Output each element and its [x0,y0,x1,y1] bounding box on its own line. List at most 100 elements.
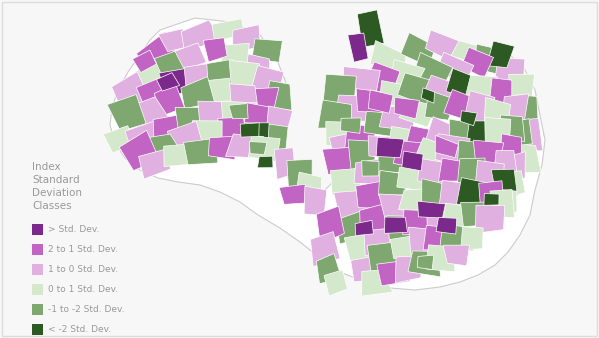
Polygon shape [184,63,216,87]
Polygon shape [329,132,358,163]
Polygon shape [398,73,436,106]
Text: 0 to 1 Std. Dev.: 0 to 1 Std. Dev. [48,285,118,294]
Polygon shape [414,138,452,168]
Polygon shape [107,95,146,131]
Polygon shape [474,44,504,75]
Polygon shape [444,90,477,121]
Polygon shape [240,123,259,137]
Text: Deviation: Deviation [32,188,82,198]
Polygon shape [335,95,370,121]
Polygon shape [519,119,543,151]
Polygon shape [435,136,458,158]
FancyBboxPatch shape [32,284,43,295]
Polygon shape [475,160,504,191]
FancyBboxPatch shape [32,264,43,275]
Polygon shape [438,158,471,181]
Polygon shape [501,94,529,124]
Polygon shape [485,118,511,148]
Polygon shape [164,144,195,167]
Polygon shape [402,151,423,171]
Polygon shape [479,181,504,209]
Polygon shape [377,260,410,286]
Polygon shape [364,111,395,137]
Polygon shape [153,115,186,141]
Polygon shape [287,159,312,189]
Polygon shape [399,99,437,127]
FancyBboxPatch shape [32,324,43,335]
Polygon shape [354,159,386,184]
Text: Standard: Standard [32,175,80,185]
Text: -1 to -2 Std. Dev.: -1 to -2 Std. Dev. [48,305,125,314]
Polygon shape [362,270,392,296]
Polygon shape [252,39,282,62]
Polygon shape [442,203,473,226]
Polygon shape [423,75,456,104]
Polygon shape [111,72,150,117]
Polygon shape [386,126,416,159]
Polygon shape [443,245,470,266]
Polygon shape [316,206,344,244]
Polygon shape [225,134,264,158]
Polygon shape [222,101,257,131]
Polygon shape [461,47,494,78]
Polygon shape [496,189,517,216]
Polygon shape [343,67,380,92]
Text: > Std. Dev.: > Std. Dev. [48,225,99,234]
Polygon shape [341,118,361,134]
Polygon shape [265,81,292,110]
Polygon shape [244,103,275,127]
Polygon shape [126,58,164,98]
Polygon shape [435,134,470,168]
Polygon shape [500,115,525,141]
Polygon shape [316,254,342,284]
Polygon shape [379,106,418,131]
Polygon shape [456,177,488,206]
Polygon shape [418,255,434,269]
Polygon shape [310,232,340,267]
Polygon shape [322,147,359,175]
Polygon shape [386,216,413,246]
Polygon shape [355,220,373,236]
Polygon shape [394,97,419,119]
Polygon shape [484,194,499,205]
Polygon shape [364,62,400,94]
Polygon shape [110,18,545,290]
Polygon shape [509,119,533,146]
Polygon shape [258,156,273,168]
Polygon shape [324,270,347,296]
Polygon shape [395,256,422,283]
Polygon shape [418,159,451,189]
Polygon shape [516,143,541,173]
Polygon shape [412,52,453,91]
Polygon shape [502,152,525,179]
Polygon shape [436,217,457,234]
Polygon shape [385,217,407,233]
Polygon shape [244,88,279,113]
Polygon shape [418,201,446,218]
Polygon shape [425,90,456,120]
Text: Index: Index [32,162,60,172]
Polygon shape [167,121,203,151]
Polygon shape [421,88,434,103]
Polygon shape [398,188,433,213]
Polygon shape [403,210,437,235]
Polygon shape [337,208,373,244]
Polygon shape [156,73,180,91]
FancyBboxPatch shape [32,244,43,255]
Text: 1 to 0 Std. Dev.: 1 to 0 Std. Dev. [48,265,118,274]
Polygon shape [136,74,171,105]
Polygon shape [491,169,518,196]
Polygon shape [440,180,469,207]
Polygon shape [461,111,477,126]
Polygon shape [425,117,461,149]
Polygon shape [370,41,406,72]
Polygon shape [440,223,473,251]
Polygon shape [368,136,400,159]
Polygon shape [237,52,270,79]
Polygon shape [473,140,504,166]
Polygon shape [359,202,395,234]
Polygon shape [397,167,429,192]
Polygon shape [183,138,218,165]
Polygon shape [208,136,236,160]
Polygon shape [181,77,214,108]
